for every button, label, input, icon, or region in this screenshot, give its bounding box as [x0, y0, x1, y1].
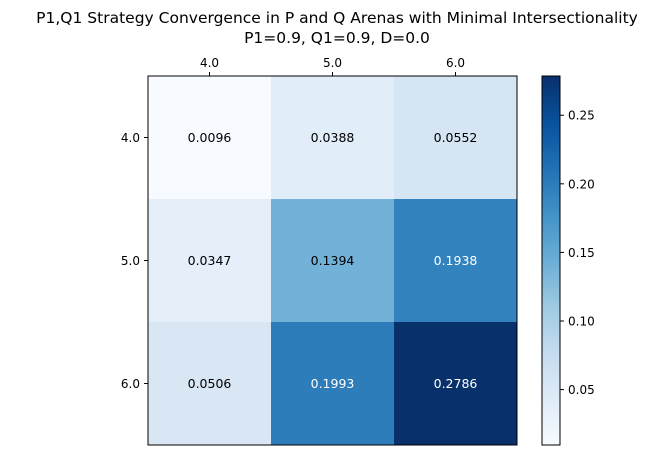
heatmap-cell	[271, 76, 395, 200]
chart-subtitle: P1=0.9, Q1=0.9, D=0.0	[244, 29, 430, 47]
heatmap-cell	[148, 322, 272, 446]
heatmap-cell	[148, 199, 272, 323]
y-tick-label: 4.0	[121, 131, 140, 145]
heatmap-cell	[394, 76, 518, 200]
cell-value-label: 0.0552	[434, 130, 478, 145]
heatmap-cell	[148, 76, 272, 200]
colorbar-tick-label: 0.10	[568, 314, 595, 328]
heatmap-cell	[271, 322, 395, 446]
cell-value-label: 0.0096	[188, 130, 232, 145]
y-tick-label: 6.0	[121, 377, 140, 391]
x-tick-label: 6.0	[446, 56, 465, 70]
chart-title: P1,Q1 Strategy Convergence in P and Q Ar…	[36, 9, 638, 27]
heatmap-cell	[394, 199, 518, 323]
y-tick-label: 5.0	[121, 254, 140, 268]
cell-value-label: 0.1394	[311, 253, 355, 268]
cell-value-label: 0.0347	[188, 253, 232, 268]
colorbar-tick-label: 0.20	[568, 177, 595, 191]
cell-value-label: 0.0388	[311, 130, 355, 145]
cell-value-label: 0.0506	[188, 376, 232, 391]
heatmap-cells	[148, 76, 518, 446]
y-axis-ticks: 4.0 5.0 6.0	[121, 131, 148, 391]
heatmap-cell	[394, 322, 518, 446]
x-axis-ticks: 4.0 5.0 6.0	[200, 56, 465, 76]
heatmap-frame	[147, 75, 518, 446]
cell-value-label: 0.1993	[311, 376, 355, 391]
x-tick-label: 4.0	[200, 56, 219, 70]
cell-value-label: 0.1938	[434, 253, 478, 268]
colorbar-tick-label: 0.25	[568, 109, 595, 123]
colorbar-tick-label: 0.15	[568, 246, 595, 260]
colorbar-ticks: 0.05 0.10 0.15 0.20 0.25	[560, 109, 595, 397]
x-tick-label: 5.0	[323, 56, 342, 70]
heatmap-cell-labels: 0.0096 0.0388 0.0552 0.0347 0.1394 0.1938 0.05…	[188, 130, 478, 391]
colorbar-tick-label: 0.05	[568, 383, 595, 397]
cell-value-label: 0.2786	[434, 376, 478, 391]
colorbar	[541, 75, 561, 446]
heatmap-cell	[271, 199, 395, 323]
